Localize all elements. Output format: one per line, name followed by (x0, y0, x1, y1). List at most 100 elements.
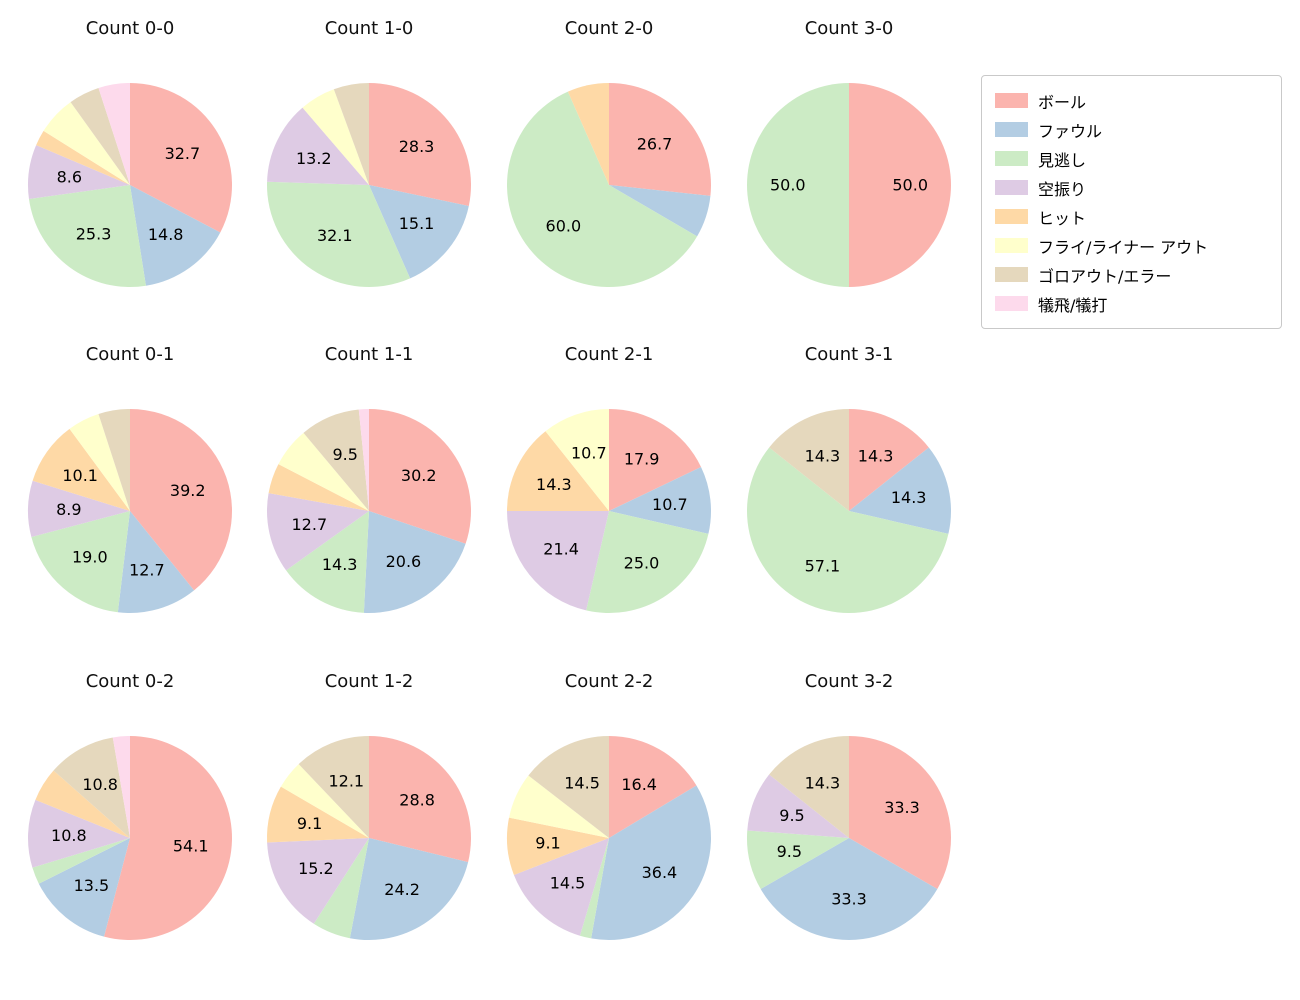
slice-value-label: 36.4 (642, 863, 678, 882)
legend-label: ボール (1038, 92, 1087, 112)
slice-value-label: 10.1 (62, 466, 98, 485)
pie-slice-called-strike (579, 838, 609, 939)
pie-slice-foul (38, 838, 131, 937)
legend-label: フライ/ライナー アウト (1038, 237, 1209, 257)
slice-value-label: 19.0 (72, 548, 108, 567)
chart-title: Count 1-2 (324, 670, 414, 692)
slice-value-label: 10.8 (82, 775, 118, 794)
legend-item-swinging-strike: 空振り (995, 173, 1268, 202)
slice-value-label: 12.7 (129, 560, 165, 579)
pie-slice-called-strike (746, 447, 949, 614)
pie-slice-hit (32, 428, 130, 511)
legend-item-hit: ヒット (995, 202, 1268, 231)
pie-slice-foul (369, 185, 469, 279)
pie-slice-foul (117, 511, 195, 613)
slice-value-label: 8.6 (57, 167, 82, 186)
pie-slice-fly-liner-out (280, 764, 369, 838)
slice-value-label: 28.3 (399, 137, 435, 156)
pie-slice-called-strike (507, 91, 698, 287)
slice-value-label: 50.0 (770, 176, 806, 195)
slice-value-label: 33.3 (884, 798, 920, 817)
legend: ボール ファウル 見逃し 空振り ヒット フライ/ライナー アウト ゴロアウト/エラー 犠飛/… (981, 75, 1282, 329)
slice-value-label: 10.7 (571, 444, 607, 463)
slice-value-label: 13.2 (296, 149, 332, 168)
slice-value-label: 24.2 (384, 880, 420, 899)
pie-slice-ground-out-error (98, 409, 130, 511)
pie-slice-sacrifice (358, 409, 369, 511)
pie: 26.7 60.0 (507, 83, 711, 287)
slice-value-label: 13.5 (74, 876, 110, 895)
pie-slice-ball (849, 409, 929, 511)
pie-slice-fly-liner-out (69, 413, 130, 511)
legend-label: ヒット (1038, 208, 1087, 228)
pie-chart-count-2-0: Count 2-0 26.7 60.0 (489, 8, 729, 305)
pie-slice-ground-out-error (303, 409, 369, 511)
legend-label: 空振り (1038, 179, 1087, 199)
pie-slice-sacrifice (98, 83, 130, 185)
pie: 17.9 10.7 25.0 21.4 14.3 10.7 (507, 409, 711, 613)
pie-slice-foul (363, 511, 466, 613)
slice-value-label: 9.5 (779, 806, 804, 825)
pie: 32.7 14.8 25.3 8.6 (28, 83, 232, 287)
pie-slice-ball (130, 83, 232, 233)
pie-slice-fly-liner-out (509, 775, 609, 838)
pie-slice-ball (369, 83, 471, 206)
pie-slice-ball (609, 409, 702, 511)
pie: 33.333.39.59.514.3 (747, 736, 951, 940)
slice-value-label: 14.5 (564, 774, 600, 793)
pie-slice-ball (130, 409, 232, 591)
slice-value-label: 17.9 (624, 450, 660, 469)
pie-slice-ground-out-error (333, 83, 369, 185)
pie-chart-count-3-1: Count 3-1 14.3 14.3 57.1 14.3 (729, 334, 969, 631)
pie-slice-ground-out-error (769, 736, 849, 838)
pie-slice-foul (609, 185, 711, 237)
slice-value-label: 9.5 (332, 445, 357, 464)
pie-slice-ball (849, 736, 951, 889)
pie-slice-called-strike (586, 511, 709, 613)
chart-title: Count 1-0 (324, 17, 414, 39)
slice-value-label: 14.3 (805, 773, 841, 792)
slice-value-label: 16.4 (621, 775, 657, 794)
pie-slice-ground-out-error (528, 736, 609, 838)
slice-value-label: 14.3 (891, 488, 927, 507)
pie-slice-swinging-strike (513, 838, 609, 936)
pie-slice-called-strike (747, 83, 849, 287)
pie-slice-called-strike (267, 181, 411, 287)
pie-slice-swinging-strike (507, 511, 609, 611)
pie-slice-ball (609, 83, 711, 196)
slice-value-label: 25.0 (624, 553, 660, 572)
pie-slice-swinging-strike (28, 145, 131, 200)
legend-label: 見逃し (1038, 150, 1087, 170)
pie: 16.4 36.4 14.5 9.1 14.5 (507, 736, 711, 940)
pie-slice-called-strike (747, 830, 849, 889)
pie-slice-sacrifice (112, 736, 130, 838)
pie-slice-foul (849, 447, 951, 534)
pie-slice-fly-liner-out (278, 432, 369, 511)
pie-slice-foul (591, 785, 711, 940)
slice-value-label: 9.1 (297, 814, 322, 833)
pie-slice-hit (268, 464, 369, 511)
slice-value-label: 33.3 (831, 890, 867, 909)
pie-slice-fly-liner-out (545, 409, 609, 511)
slice-value-label: 10.7 (652, 495, 688, 514)
chart-title: Count 0-2 (85, 670, 175, 692)
legend-label: ゴロアウト/エラー (1038, 266, 1172, 286)
called-strike-color-swatch (995, 151, 1028, 166)
pie-slice-foul (760, 838, 938, 940)
slice-value-label: 39.2 (170, 481, 206, 500)
foul-color-swatch (995, 122, 1028, 137)
pie-slice-ball (849, 83, 951, 287)
pie-slice-swinging-strike (267, 838, 369, 924)
pie-chart-count-2-1: Count 2-1 17.9 10.7 25.0 21.4 14.3 10.7 (489, 334, 729, 631)
pie-slice-called-strike (286, 511, 369, 613)
pie-slice-swinging-strike (28, 480, 131, 537)
pie-slice-ground-out-error (53, 737, 130, 838)
pie: 54.1 13.5 10.8 10.8 (27, 736, 232, 940)
slice-value-label: 60.0 (546, 216, 582, 235)
slice-value-label: 9.5 (777, 842, 802, 861)
pie-slice-ground-out-error (298, 736, 369, 838)
slice-value-label: 32.1 (317, 226, 353, 245)
pie-slice-hit (267, 786, 369, 843)
pie-chart-count-0-2: Count 0-2 54.1 13.5 10.8 10.8 (10, 661, 250, 958)
